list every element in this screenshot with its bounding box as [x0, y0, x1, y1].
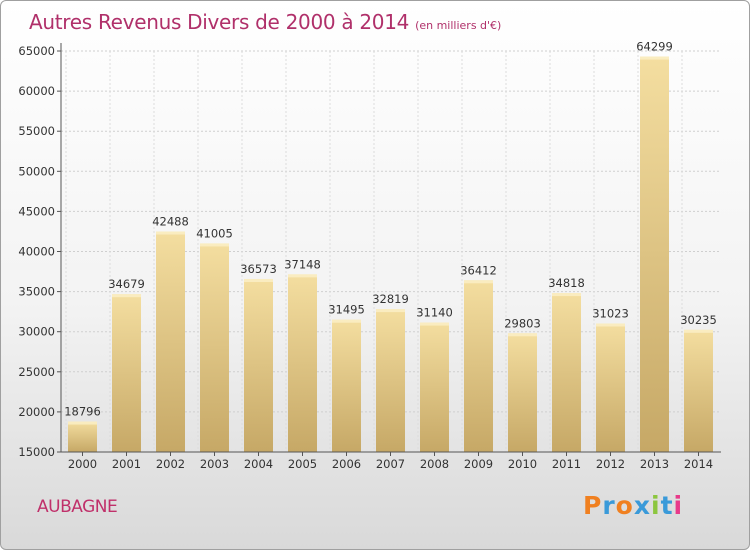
x-tick-label: 2014 [684, 457, 713, 471]
y-tick-label: 25000 [18, 365, 55, 379]
bar [68, 421, 97, 452]
y-tick-label: 45000 [18, 204, 55, 218]
x-tick-label: 2001 [112, 457, 141, 471]
x-tick-label: 2011 [552, 457, 581, 471]
data-label: 42488 [152, 215, 189, 229]
bar [420, 322, 449, 452]
x-tick-label: 2004 [244, 457, 273, 471]
x-tick-label: 2002 [156, 457, 185, 471]
chart-subtitle: (en milliers d'€) [415, 19, 502, 32]
city-name: AUBAGNE [37, 497, 118, 517]
bar [200, 243, 229, 452]
bar [640, 56, 669, 453]
logo-letter: r [602, 491, 616, 520]
bar-highlight [112, 294, 141, 298]
bar-highlight [508, 333, 537, 337]
x-tick-label: 2009 [464, 457, 493, 471]
bar-highlight [200, 243, 229, 247]
x-tick-label: 2012 [596, 457, 625, 471]
y-tick-label: 30000 [18, 325, 55, 339]
bar-highlight [684, 329, 713, 333]
bar [288, 274, 317, 452]
data-label: 29803 [504, 316, 541, 330]
bar-highlight [68, 421, 97, 425]
bar [596, 323, 625, 452]
y-tick-label: 35000 [18, 285, 55, 299]
data-label: 37148 [284, 257, 321, 271]
proxiti-logo[interactable]: Proxiti [583, 491, 683, 520]
y-tick-label: 15000 [18, 445, 55, 459]
data-label: 34818 [548, 276, 585, 290]
data-label: 18796 [64, 405, 101, 419]
x-tick-label: 2013 [640, 457, 669, 471]
data-label: 31023 [592, 306, 629, 320]
x-tick-label: 2008 [420, 457, 449, 471]
bar [508, 333, 537, 452]
logo-letter: t [660, 491, 674, 520]
logo-letter: o [615, 491, 634, 520]
data-label: 32819 [372, 292, 409, 306]
bar [464, 280, 493, 452]
chart-title-text: Autres Revenus Divers de 2000 à 2014 [29, 10, 410, 34]
bar [684, 329, 713, 452]
x-tick-label: 2006 [332, 457, 361, 471]
logo-letter: i [673, 491, 684, 520]
data-label: 36573 [240, 262, 277, 276]
y-tick-label: 55000 [18, 124, 55, 138]
bar-highlight [376, 309, 405, 313]
logo-letter: i [651, 491, 661, 520]
bar [156, 231, 185, 452]
bar-highlight [464, 280, 493, 284]
data-label: 30235 [680, 313, 717, 327]
bar-highlight [596, 323, 625, 327]
bar-highlight [640, 56, 669, 60]
axes: 15000 20000 25000 30000 35000 40000 45000 50000… [18, 43, 721, 471]
x-tick-label: 2000 [68, 457, 97, 471]
bar [244, 278, 273, 452]
x-tick-label: 2005 [288, 457, 317, 471]
data-label: 31495 [328, 303, 365, 317]
bar-highlight [156, 231, 185, 235]
logo-letter: x [633, 491, 651, 520]
bar-highlight [420, 322, 449, 326]
bar [112, 294, 141, 452]
data-label: 31140 [416, 306, 453, 320]
y-tick-label: 60000 [18, 84, 55, 98]
data-label: 64299 [636, 40, 673, 54]
y-tick-label: 20000 [18, 405, 55, 419]
chart-title: Autres Revenus Divers de 2000 à 2014 (en … [29, 10, 501, 34]
x-tick-label: 2010 [508, 457, 537, 471]
bars [68, 56, 713, 453]
bar-highlight [288, 274, 317, 278]
data-label: 36412 [460, 263, 497, 277]
bar [552, 293, 581, 452]
bar-highlight [552, 293, 581, 297]
x-tick-label: 2003 [200, 457, 229, 471]
data-label: 34679 [108, 277, 145, 291]
y-tick-label: 40000 [18, 245, 55, 259]
data-labels: 18796 34679 42488 41005 36573 37148 31495 32819… [64, 40, 717, 419]
logo-letter: P [583, 491, 603, 520]
bar-highlight [332, 319, 361, 323]
bar [376, 309, 405, 452]
data-label: 41005 [196, 226, 233, 240]
y-tick-label: 65000 [18, 44, 55, 58]
x-tick-label: 2007 [376, 457, 405, 471]
bar [332, 319, 361, 452]
y-tick-label: 50000 [18, 164, 55, 178]
bar-highlight [244, 278, 273, 282]
